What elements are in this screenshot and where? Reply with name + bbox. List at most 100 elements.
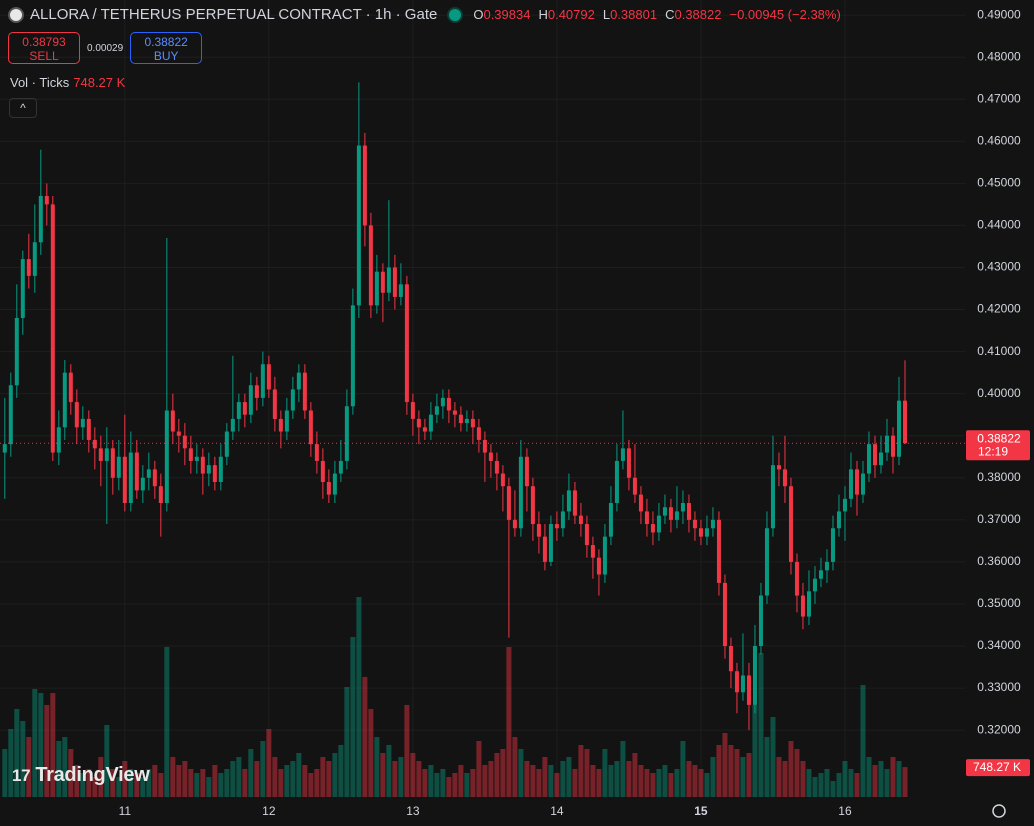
y-tick-label: 0.47000	[977, 91, 1021, 105]
ohlc-key: O	[473, 7, 484, 22]
candle-body	[176, 431, 181, 436]
candle-body	[440, 397, 445, 407]
volume-bar	[428, 765, 434, 797]
volume-bar	[398, 757, 404, 797]
candle-body	[458, 414, 463, 424]
buy-button[interactable]: 0.38822 BUY	[130, 32, 203, 64]
candle-body	[20, 259, 25, 318]
volume-bar	[800, 761, 806, 797]
volume-bar	[140, 777, 146, 797]
volume-bar	[626, 761, 632, 797]
volume-bar	[338, 745, 344, 797]
volume-bar	[764, 737, 770, 797]
candle-body	[56, 427, 61, 453]
volume-bar	[680, 741, 686, 797]
volume-tag	[966, 759, 1030, 777]
sell-button[interactable]: 0.38793 SELL	[8, 32, 80, 64]
symbol-title[interactable]: ALLORA / TETHERUS PERPETUAL CONTRACT · 1…	[30, 6, 438, 23]
candle-body	[98, 448, 103, 461]
candle-body	[302, 372, 307, 411]
candle-body	[410, 402, 415, 419]
volume-bar	[818, 773, 824, 797]
ohlc-item: H0.40792	[538, 7, 594, 22]
y-tick-label: 0.40000	[977, 386, 1021, 400]
collapse-button[interactable]: ^	[9, 98, 37, 118]
candle-body	[530, 486, 535, 525]
candle-body	[680, 503, 685, 512]
volume-bar	[242, 769, 248, 797]
candle-body	[692, 519, 697, 529]
volume-bar	[440, 769, 446, 797]
settings-icon[interactable]	[992, 804, 1006, 818]
volume-legend: Vol · Ticks 748.27 K	[10, 75, 125, 90]
volume-bar	[752, 705, 758, 797]
candle-body	[356, 145, 361, 306]
candle-body	[566, 490, 571, 512]
candle-body	[308, 410, 313, 445]
candle-body	[170, 410, 175, 432]
volume-bar	[578, 745, 584, 797]
volume-bar	[704, 773, 710, 797]
volume-bar	[410, 753, 416, 797]
candle-body	[890, 435, 895, 457]
candle-body	[236, 402, 241, 419]
volume-bar	[20, 721, 26, 797]
volume-bar	[890, 757, 896, 797]
candle-body	[254, 385, 259, 398]
candle-body	[188, 448, 193, 461]
y-tick-label: 0.35000	[977, 596, 1021, 610]
volume-bar	[26, 737, 32, 797]
candle-body	[518, 456, 523, 529]
candle-body	[740, 675, 745, 693]
candle-body	[230, 418, 235, 432]
volume-bar	[854, 773, 860, 797]
candle-body	[422, 427, 427, 432]
sell-label: SELL	[29, 49, 59, 63]
candle-body	[650, 524, 655, 533]
volume-bar	[464, 773, 470, 797]
y-tick-label: 0.37000	[977, 512, 1021, 526]
volume-bar	[416, 761, 422, 797]
volume-bar	[698, 769, 704, 797]
y-tick-label: 0.41000	[977, 344, 1021, 358]
volume-bar	[608, 765, 614, 797]
candle-body	[332, 473, 337, 495]
candle-body	[146, 469, 151, 478]
candle-body	[80, 418, 85, 428]
volume-bar	[902, 767, 908, 797]
volume-bar	[746, 753, 752, 797]
volume-bar	[536, 769, 542, 797]
volume-bar	[740, 757, 746, 797]
candle-body	[578, 515, 583, 525]
volume-bar	[794, 749, 800, 797]
candle-body	[38, 195, 43, 243]
buy-label: BUY	[153, 49, 179, 63]
volume-bar	[518, 749, 524, 797]
candle-body	[242, 402, 247, 415]
candle-body	[68, 372, 73, 403]
candle-body	[2, 444, 7, 453]
volume-bar	[656, 769, 662, 797]
candle-body	[428, 414, 433, 432]
candle-body	[128, 452, 133, 504]
candle-body	[560, 511, 565, 529]
volume-bar	[110, 769, 116, 797]
volume-bar	[74, 765, 80, 797]
volume-bar	[128, 769, 134, 797]
volume-bar	[632, 753, 638, 797]
ohlc-value: 0.38822	[674, 7, 722, 22]
volume-bar	[674, 769, 680, 797]
candle-body	[524, 456, 529, 487]
candle-body	[26, 259, 31, 276]
candle-body	[476, 427, 481, 440]
candle-body	[812, 578, 817, 592]
volume-bar	[566, 757, 572, 797]
ohlc-value: 0.39834	[483, 7, 531, 22]
volume-bar	[554, 773, 560, 797]
volume-bar	[452, 773, 458, 797]
candle-body	[158, 486, 163, 504]
candle-body	[896, 400, 901, 457]
candle-body	[506, 486, 511, 520]
candle-body	[662, 507, 667, 516]
candle-body	[482, 439, 487, 453]
